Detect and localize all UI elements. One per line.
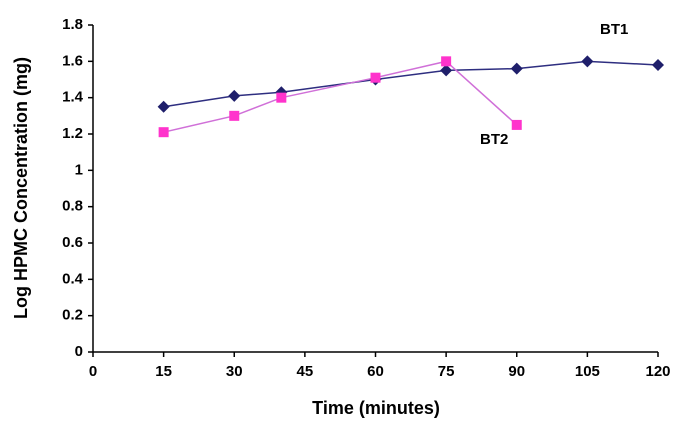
x-tick-label: 0	[89, 363, 97, 380]
x-tick-label: 45	[297, 363, 314, 380]
series-line	[163, 60, 518, 133]
y-tick-label: 1.2	[62, 125, 83, 142]
y-tick-label: 0.2	[62, 307, 83, 324]
x-axis-title: Time (minutes)	[312, 398, 440, 418]
series-label: BT1	[600, 21, 628, 38]
y-axis-title: Log HPMC Concentration (mg)	[11, 57, 31, 319]
marker	[581, 55, 594, 68]
y-tick-label: 0.6	[62, 234, 83, 251]
x-tick-label: 60	[367, 363, 384, 380]
marker	[441, 56, 452, 67]
y-tick-label: 0.4	[62, 270, 84, 287]
marker	[510, 62, 523, 75]
marker	[229, 110, 240, 121]
marker	[276, 92, 287, 103]
y-tick-label: 1.6	[62, 52, 83, 69]
marker	[228, 89, 241, 102]
x-tick-label: 30	[226, 363, 243, 380]
y-tick-label: 1	[75, 161, 83, 178]
x-tick-label: 15	[155, 363, 172, 380]
x-tick-label: 90	[508, 363, 525, 380]
y-tick-label: 1.4	[62, 89, 84, 106]
marker	[652, 58, 664, 71]
y-tick-label: 1.8	[62, 16, 83, 33]
x-tick-label: 105	[575, 363, 600, 380]
x-tick-label: 120	[645, 363, 670, 380]
marker	[511, 119, 522, 130]
series-label: BT2	[480, 131, 508, 148]
y-tick-label: 0	[75, 343, 83, 360]
series-line	[163, 60, 659, 108]
marker	[158, 127, 169, 138]
marker	[370, 72, 381, 83]
marker	[440, 64, 453, 77]
marker	[157, 100, 170, 113]
y-tick-label: 0.8	[62, 198, 83, 215]
x-tick-label: 75	[438, 363, 455, 380]
